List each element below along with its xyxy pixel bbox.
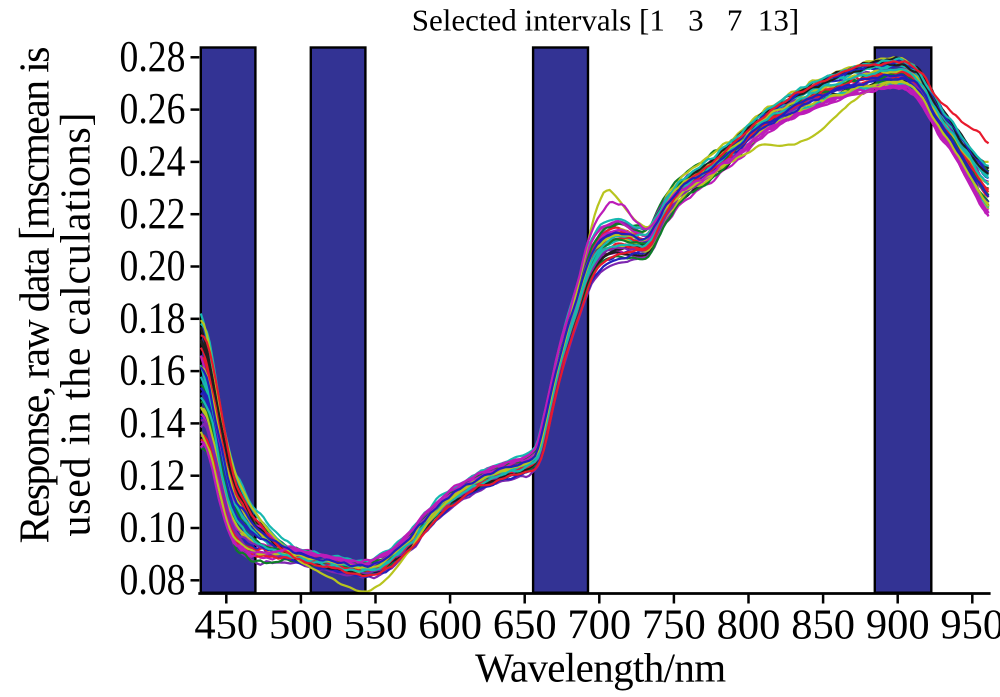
svg-text:0.24: 0.24 xyxy=(120,137,186,186)
svg-text:0.14: 0.14 xyxy=(120,398,186,447)
svg-text:Response, raw data [mscmean is: Response, raw data [mscmean is xyxy=(13,47,59,544)
svg-text:750: 750 xyxy=(642,602,706,649)
svg-text:0.28: 0.28 xyxy=(120,32,186,81)
svg-text:0.08: 0.08 xyxy=(120,555,186,604)
svg-text:used in the calculations]: used in the calculations] xyxy=(54,113,100,537)
svg-text:0.16: 0.16 xyxy=(120,346,186,395)
svg-text:900: 900 xyxy=(866,602,930,649)
svg-text:Selected intervals [1 3 7: Selected intervals [1 3 7 13] xyxy=(412,3,799,38)
svg-text:Wavelength/nm: Wavelength/nm xyxy=(475,645,726,691)
svg-text:850: 850 xyxy=(791,602,855,649)
svg-text:650: 650 xyxy=(493,602,557,649)
svg-text:0.18: 0.18 xyxy=(120,293,186,342)
svg-text:0.22: 0.22 xyxy=(120,189,186,238)
svg-text:800: 800 xyxy=(717,602,781,649)
svg-text:700: 700 xyxy=(567,602,631,649)
svg-text:600: 600 xyxy=(418,602,482,649)
svg-text:450: 450 xyxy=(194,602,258,649)
svg-text:0.20: 0.20 xyxy=(120,241,186,290)
svg-text:0.12: 0.12 xyxy=(120,450,186,499)
svg-text:500: 500 xyxy=(269,602,333,649)
svg-text:950: 950 xyxy=(940,602,1000,649)
svg-text:0.26: 0.26 xyxy=(120,84,186,133)
svg-text:0.10: 0.10 xyxy=(120,503,186,552)
svg-text:550: 550 xyxy=(344,602,408,649)
